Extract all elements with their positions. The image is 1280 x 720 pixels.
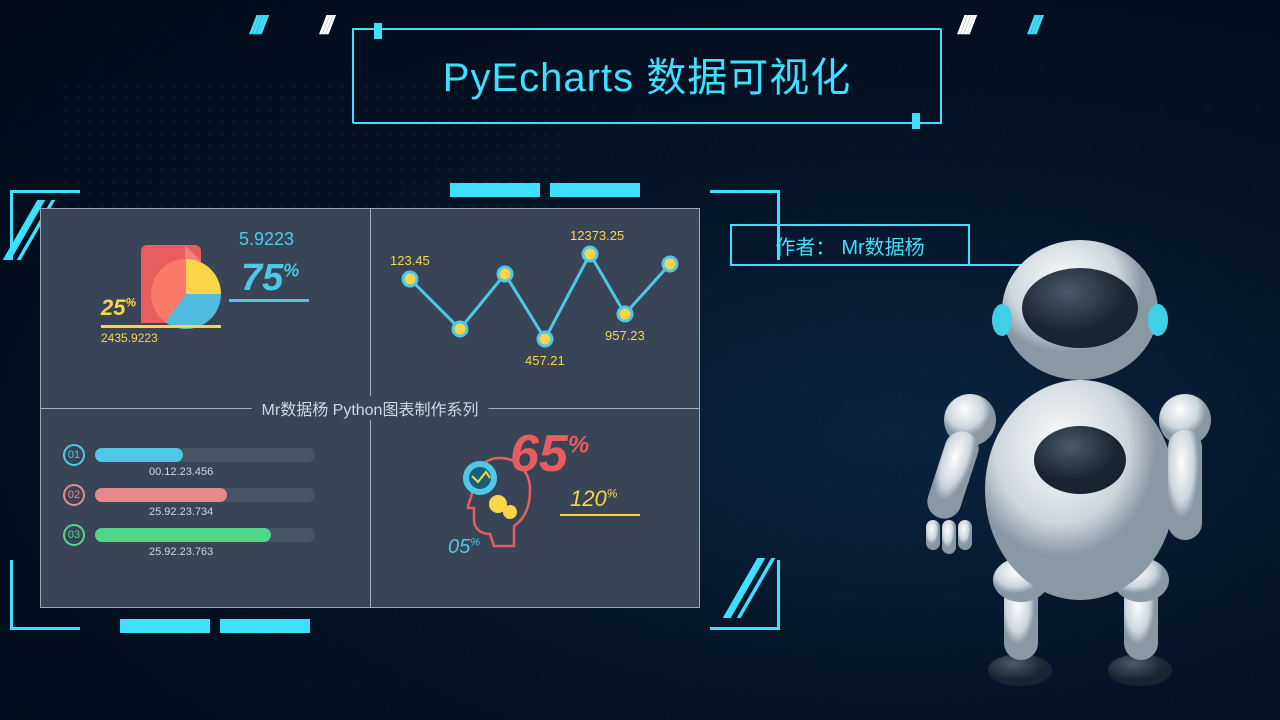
title-frame: PyEcharts 数据可视化: [352, 28, 942, 124]
q4-big-pct: 65%: [510, 424, 589, 484]
q1-pct-main: 75%: [241, 257, 299, 300]
panel-tab: [220, 619, 310, 633]
panel-corner-br: [710, 560, 780, 630]
q4-small-pct: 05%: [448, 536, 480, 559]
line-point-label: 123.45: [390, 253, 430, 268]
page-title: PyEcharts 数据可视化: [354, 30, 940, 126]
line-point-label: 957.23: [605, 328, 645, 343]
decor-hash-right2: ///: [1028, 10, 1038, 41]
robot-illustration: [910, 200, 1250, 690]
bar-index: 03: [63, 524, 85, 546]
author-label: 作者：: [775, 231, 835, 260]
progress-bar: [95, 448, 315, 462]
quadrant-line-chart: 123.45 457.21 12373.25 957.23: [370, 209, 699, 408]
panel-tab: [120, 619, 210, 633]
progress-bar: [95, 488, 315, 502]
progress-bar: [95, 528, 315, 542]
quadrant-head-stats: 65% 120% 05%: [370, 408, 699, 607]
pie-icon: [151, 259, 221, 329]
q4-sub-pct: 120%: [570, 486, 617, 512]
quadrant-stats: 5.9223 75% 25% 2435.9223: [41, 209, 370, 408]
panel-tab: [450, 183, 540, 197]
q1-value-bottom: 2435.9223: [101, 331, 158, 345]
bar-value: 25.92.23.763: [149, 546, 213, 558]
decor-hash-right: ////: [958, 10, 971, 41]
panel-tab: [550, 183, 640, 197]
q1-pct-left: 25%: [101, 295, 136, 321]
line-point-label: 457.21: [525, 353, 565, 368]
quadrant-progress: 01 00.12.23.456 02 25.92.23.734 03 25.92.23.7…: [41, 408, 370, 607]
decor-hash-left: ////: [250, 10, 263, 41]
bar-index: 02: [63, 484, 85, 506]
bar-value: 00.12.23.456: [149, 466, 213, 478]
q1-value-top: 5.9223: [239, 229, 294, 250]
line-point-label: 12373.25: [570, 228, 624, 243]
decor-hash-left2: ///: [320, 10, 330, 41]
bar-value: 25.92.23.734: [149, 506, 213, 518]
bar-index: 01: [63, 444, 85, 466]
chart-panel: Mr数据杨 Python图表制作系列 5.9223 75% 25% 2435.9…: [40, 208, 700, 608]
line-chart-svg: [380, 219, 690, 399]
panel-corner-tr: [710, 190, 780, 260]
